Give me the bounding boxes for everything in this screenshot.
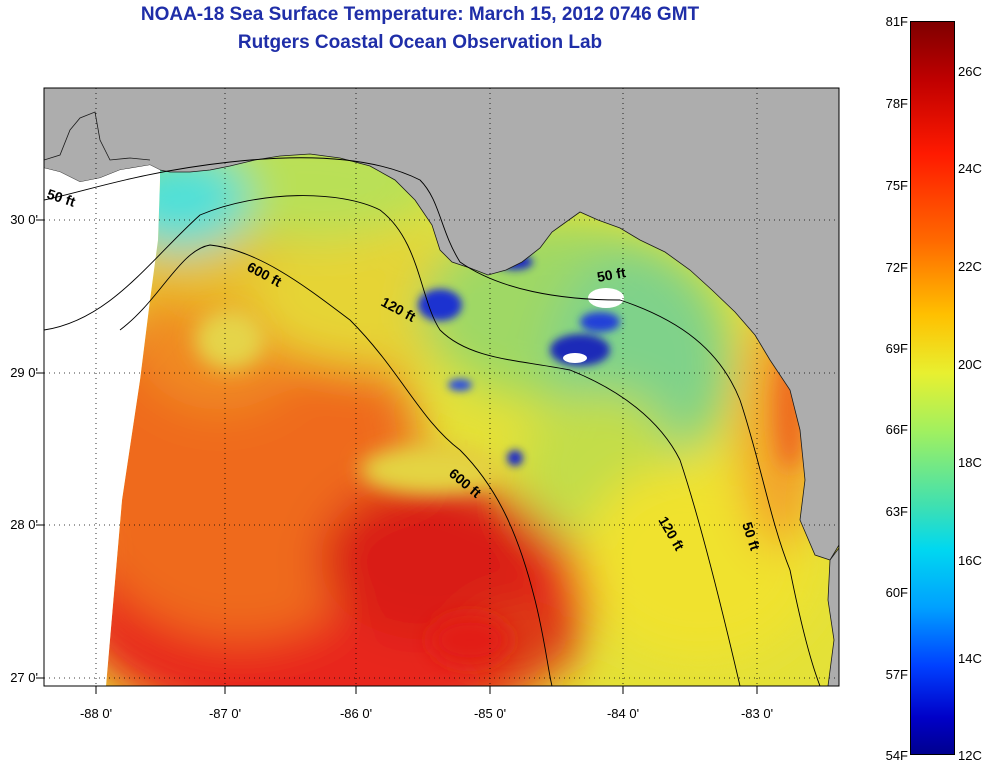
island — [827, 547, 839, 686]
colorbar-f-label: 72F — [885, 260, 908, 275]
colorbar-f-label: 69F — [885, 341, 908, 356]
plot-frame — [43, 87, 840, 687]
colorbar-c-label: 22C — [958, 259, 982, 274]
colorbar-f-label: 66F — [885, 422, 908, 437]
colorbar-f-label: 81F — [885, 14, 908, 29]
colorbar-f-label: 75F — [885, 178, 908, 193]
contour-600ft — [119, 244, 553, 686]
contour-label-50-east: 50 ft — [596, 264, 627, 285]
lon-tick-label: -83 0' — [740, 706, 774, 721]
colorbar-f-label: 63F — [885, 504, 908, 519]
colorbar-f-label: 57F — [885, 667, 908, 682]
colorbar-c-label: 26C — [958, 64, 982, 79]
axis-ticks — [36, 219, 758, 694]
colorbar-c-label: 16C — [958, 553, 982, 568]
contour-50ft — [44, 157, 821, 686]
land-mass — [44, 88, 839, 561]
colorbar-f-label: 60F — [885, 585, 908, 600]
title-line-2: Rutgers Coastal Ocean Observation Lab — [237, 32, 603, 53]
lat-tick-label: 30 0' — [10, 212, 38, 227]
lon-tick-label: -86 0' — [339, 706, 373, 721]
west-coastline — [44, 111, 151, 161]
colorbar-c-label: 14C — [958, 651, 982, 666]
lon-tick-label: -85 0' — [473, 706, 507, 721]
lon-tick-label: -84 0' — [606, 706, 640, 721]
colorbar-c-label: 18C — [958, 455, 982, 470]
lat-tick-label: 27 0' — [10, 670, 38, 685]
colorbar-c-label: 20C — [958, 357, 982, 372]
colorbar — [910, 21, 955, 755]
colorbar-f-label: 54F — [885, 748, 908, 763]
lon-tick-label: -87 0' — [208, 706, 242, 721]
lon-tick-label: -88 0' — [79, 706, 113, 721]
contour-120ft — [44, 195, 741, 686]
no-data-region — [44, 165, 160, 686]
colorbar-c-label: 24C — [958, 161, 982, 176]
colorbar-f-label: 78F — [885, 96, 908, 111]
title-line-1: NOAA-18 Sea Surface Temperature: March 1… — [140, 4, 700, 25]
colorbar-c-label: 12C — [958, 748, 982, 763]
lat-tick-label: 29 0' — [10, 365, 38, 380]
lat-tick-label: 28 0' — [10, 517, 38, 532]
